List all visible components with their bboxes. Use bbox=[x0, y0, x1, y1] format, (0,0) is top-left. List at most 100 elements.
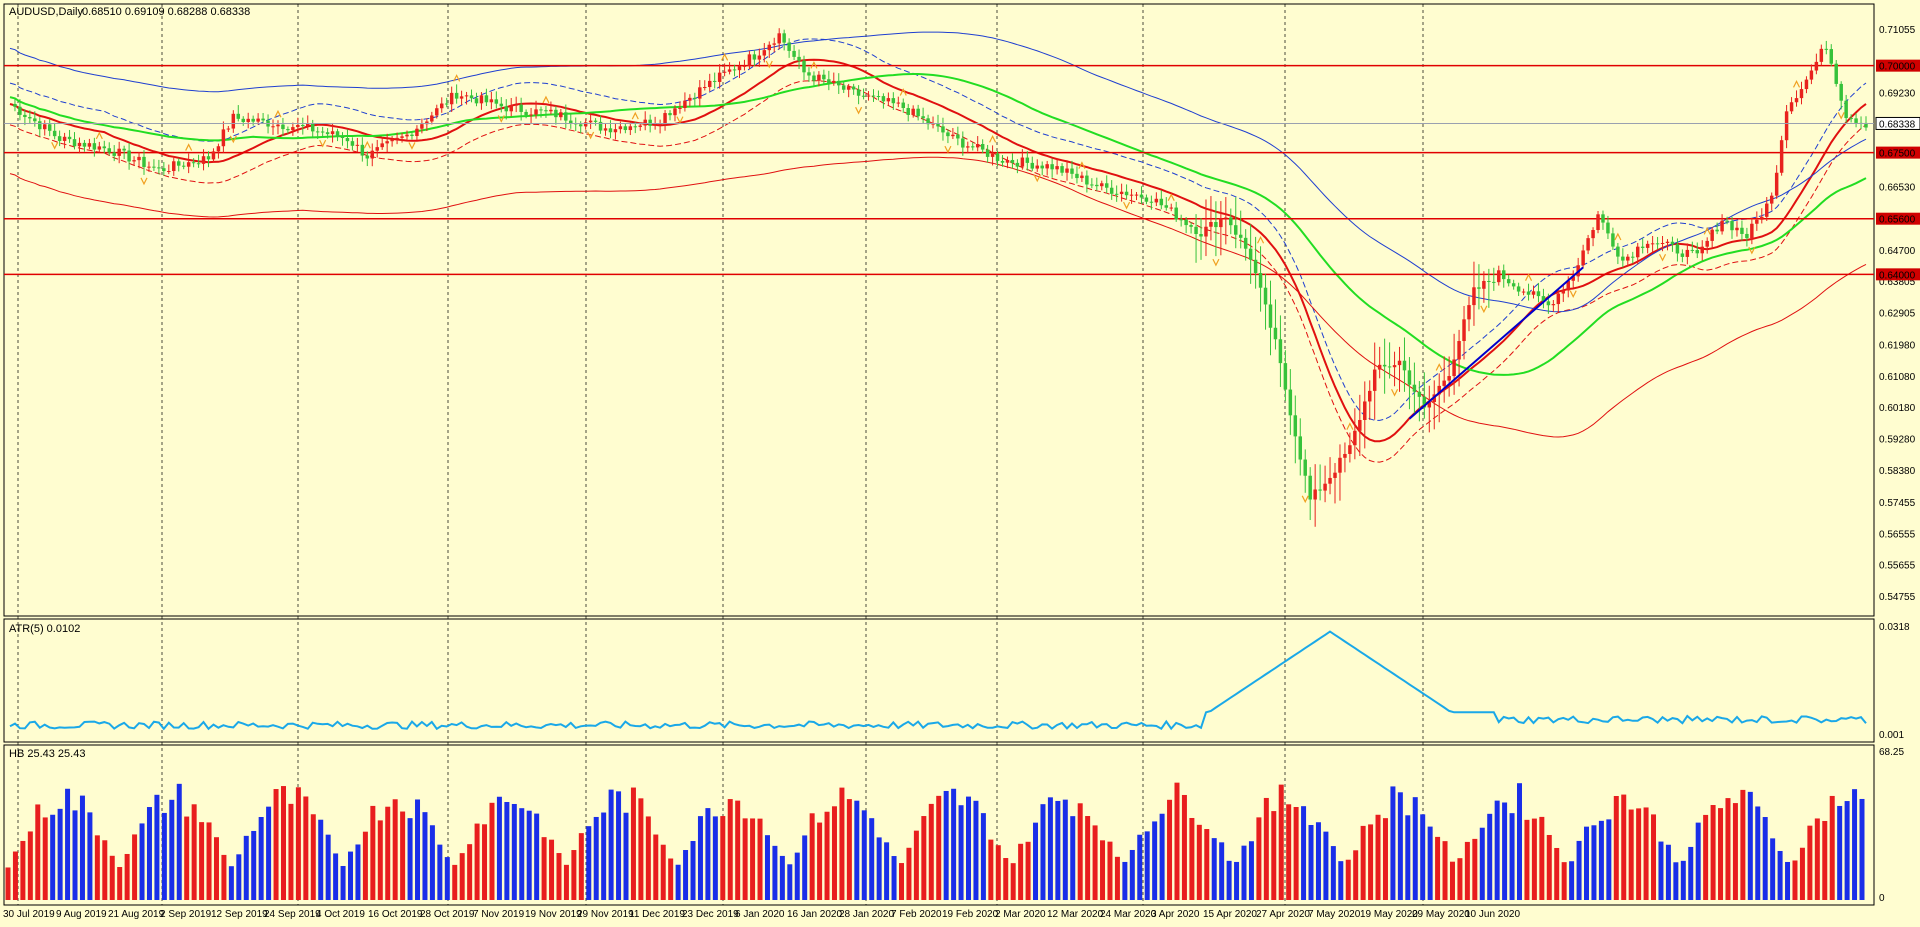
hb-bar bbox=[1412, 797, 1418, 900]
candle-body bbox=[67, 136, 72, 140]
hb-bar bbox=[266, 806, 272, 900]
hb-bar bbox=[146, 807, 152, 900]
hb-pane[interactable]: HB 25.43 25.43 68.25 0 bbox=[3, 744, 1904, 906]
candle-body bbox=[1278, 339, 1283, 364]
candle-body bbox=[405, 134, 409, 137]
hb-bar bbox=[243, 835, 249, 900]
current-price-box bbox=[1875, 116, 1920, 130]
atr-tick-top: 0.0318 bbox=[1879, 622, 1910, 633]
trendline[interactable] bbox=[1408, 266, 1584, 420]
candle-body bbox=[797, 56, 801, 61]
candle-body bbox=[817, 74, 821, 81]
hb-bar bbox=[1770, 838, 1776, 900]
candle-body bbox=[211, 151, 216, 160]
hb-bar bbox=[563, 864, 569, 900]
candle-body bbox=[122, 148, 126, 151]
candle-body bbox=[1090, 184, 1094, 186]
candle-body bbox=[1085, 175, 1089, 185]
candle-body bbox=[1025, 157, 1030, 163]
hb-bar bbox=[1584, 826, 1590, 900]
candle-body bbox=[1606, 222, 1610, 234]
candle-body bbox=[1611, 233, 1615, 247]
hb-bar bbox=[422, 812, 428, 900]
hb-bar bbox=[1427, 826, 1433, 900]
candle-body bbox=[1080, 175, 1084, 179]
ma-red-line bbox=[9, 58, 1867, 443]
candle-body bbox=[1839, 83, 1843, 101]
hb-bar bbox=[1569, 861, 1575, 900]
fractal-marker bbox=[1078, 161, 1086, 169]
candle-body bbox=[454, 92, 459, 99]
hb-bar bbox=[534, 813, 540, 900]
candle-body bbox=[291, 127, 295, 131]
hb-bar bbox=[1591, 825, 1597, 900]
candle-body bbox=[792, 50, 796, 57]
hb-bar bbox=[1613, 795, 1619, 900]
fractal-marker bbox=[944, 145, 952, 154]
time-tick-label: 10 Jun 2020 bbox=[1465, 909, 1520, 920]
candle-body bbox=[1402, 360, 1407, 371]
fractal-marker bbox=[1703, 226, 1711, 235]
price-level-label: 0.65600 bbox=[1879, 215, 1916, 226]
candle-body bbox=[1234, 225, 1238, 235]
atr-pane[interactable]: ATR(5) 0.0102 0.0318 0.001 bbox=[3, 618, 1910, 743]
candle-body bbox=[191, 162, 196, 164]
candle-body bbox=[72, 139, 77, 147]
hb-bar bbox=[1598, 820, 1604, 900]
fractal-marker bbox=[140, 177, 148, 186]
candle-body bbox=[375, 147, 379, 151]
hb-bar bbox=[1531, 818, 1537, 900]
hb-bar bbox=[861, 810, 867, 900]
time-tick-label: 2 Mar 2020 bbox=[995, 909, 1046, 920]
hb-bar bbox=[1010, 863, 1016, 900]
hb-bar bbox=[593, 816, 599, 900]
hb-bar bbox=[1829, 795, 1835, 900]
hb-bar bbox=[1308, 825, 1314, 900]
time-tick-label: 3 Apr 2020 bbox=[1151, 909, 1200, 920]
candle-body bbox=[628, 126, 633, 131]
candle-body bbox=[1149, 201, 1154, 203]
hb-bar bbox=[1368, 824, 1374, 900]
candle-body bbox=[1387, 366, 1392, 368]
hb-bar bbox=[1330, 846, 1336, 900]
hb-bar bbox=[1576, 840, 1582, 900]
hb-bar bbox=[1189, 817, 1195, 900]
candle-body bbox=[435, 108, 439, 116]
candle-body bbox=[1407, 370, 1412, 385]
hb-bar bbox=[109, 855, 115, 900]
candle-body bbox=[1412, 384, 1417, 392]
candle-body bbox=[1189, 225, 1193, 227]
hb-bar bbox=[764, 835, 770, 900]
fractal-marker bbox=[1212, 258, 1220, 267]
candle-body bbox=[1422, 396, 1427, 408]
candle-body bbox=[851, 86, 856, 90]
price-pane[interactable]: AUDUSD,Daily 0.68510 0.69109 0.68288 0.6… bbox=[3, 3, 1920, 617]
candle-body bbox=[549, 109, 553, 112]
candle-body bbox=[1224, 217, 1228, 219]
candle-body bbox=[931, 123, 935, 125]
candle-body bbox=[722, 71, 727, 73]
candle-body bbox=[167, 171, 171, 173]
candle-body bbox=[236, 113, 241, 119]
candle-body bbox=[1363, 401, 1367, 420]
candle-body bbox=[717, 72, 722, 82]
candle-body bbox=[1725, 220, 1729, 222]
candle-body bbox=[464, 95, 469, 97]
time-tick-label: 16 Oct 2019 bbox=[368, 909, 423, 920]
hb-bar bbox=[630, 787, 636, 900]
candle-body bbox=[559, 112, 563, 118]
candle-body bbox=[1799, 89, 1804, 99]
hb-bar bbox=[1092, 825, 1098, 900]
candle-body bbox=[1417, 391, 1422, 397]
hb-bar bbox=[824, 811, 830, 900]
candle-body bbox=[509, 105, 513, 112]
price-level-badge bbox=[1876, 146, 1920, 159]
candle-body bbox=[1030, 162, 1035, 169]
hb-bar bbox=[87, 812, 93, 900]
time-tick-label: 12 Sep 2019 bbox=[211, 909, 268, 920]
candle-body bbox=[172, 161, 176, 172]
time-tick-label: 7 May 2020 bbox=[1308, 909, 1361, 920]
candle-body bbox=[653, 124, 657, 126]
price-level-labels: 0.70000 0.67500 0.65600 0.64000 bbox=[1876, 59, 1920, 281]
